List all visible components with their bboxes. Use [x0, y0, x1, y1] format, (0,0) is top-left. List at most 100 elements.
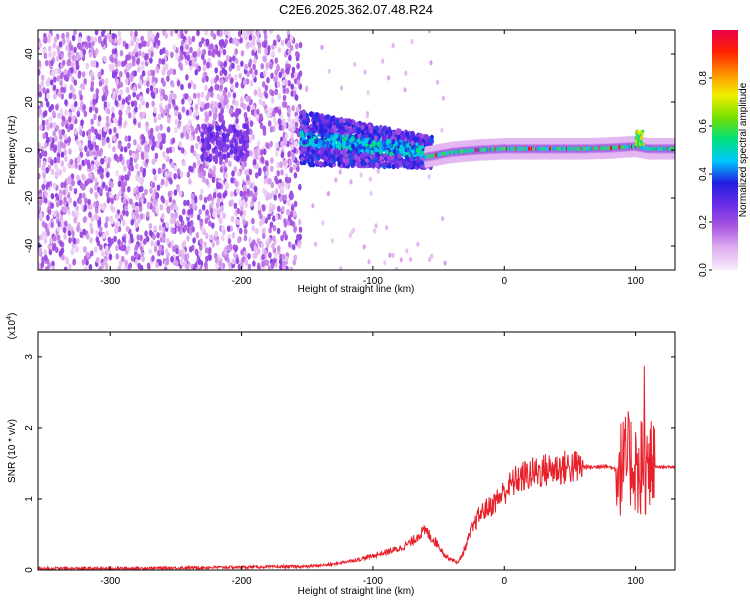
spectrogram-cell	[397, 128, 402, 134]
spectrogram-cell	[418, 140, 423, 146]
spectrogram-cell	[250, 30, 254, 34]
spectrogram-cell	[268, 207, 273, 214]
spectrogram-cell	[146, 40, 150, 48]
spectrogram-cell	[90, 215, 95, 223]
spectrogram-cell	[94, 159, 99, 166]
spectrogram-cell	[180, 147, 185, 154]
spectrogram-cell	[259, 72, 264, 79]
spectrogram-cell	[116, 220, 121, 227]
spectrogram-cell	[137, 176, 142, 183]
spectrogram-cell	[59, 215, 64, 222]
spectrogram-cell	[94, 107, 99, 114]
spectrogram-cell	[257, 47, 262, 54]
spectrogram-cell	[258, 167, 262, 174]
spectrogram-cell	[41, 184, 46, 191]
spectrogram-cell	[211, 222, 215, 229]
spectrogram-cell	[302, 146, 307, 152]
spectrogram-cell	[358, 144, 363, 150]
spectrogram-cell	[119, 71, 123, 78]
spectrogram-cell	[218, 116, 223, 123]
spectrogram-cell	[92, 136, 97, 143]
spectrogram-cell	[87, 35, 91, 42]
spectrogram-cell	[73, 46, 77, 53]
spectrogram-cell	[129, 198, 133, 205]
spectrogram-cell	[323, 154, 328, 160]
spectrogram-cell	[298, 83, 303, 90]
spectrogram-cell	[103, 258, 107, 265]
spectrogram-cell	[257, 87, 262, 94]
spectrogram-cell	[192, 265, 197, 270]
spectrogram-cell	[73, 188, 78, 195]
spectrogram-cell	[252, 260, 256, 267]
spectrogram-cell	[89, 143, 94, 150]
spectrogram-cell	[273, 39, 277, 46]
spectrogram-cell	[214, 157, 218, 165]
spectrogram-cell	[115, 78, 119, 86]
spectrogram-cell	[179, 45, 184, 52]
spectrogram-cell	[151, 181, 156, 189]
spectrogram-cell	[304, 155, 309, 161]
spectrogram-cell	[310, 141, 315, 148]
spectrogram-cell	[84, 266, 88, 270]
spectrogram-cell	[319, 113, 324, 119]
spectrogram-cell	[259, 149, 264, 156]
spectrogram-cell	[296, 62, 300, 70]
spectrogram-cell	[204, 261, 208, 268]
spectrogram-cell	[337, 123, 342, 129]
spectrogram-cell	[152, 233, 156, 241]
spectrogram-cell	[243, 111, 248, 119]
spectrogram-cell	[130, 255, 135, 262]
spectrogram-cell	[314, 241, 318, 247]
spectrogram-cell	[45, 167, 49, 174]
spectrogram-cell	[290, 143, 295, 151]
spectrogram-cell	[249, 128, 253, 136]
spectrogram-cell	[142, 167, 147, 175]
spectrogram-cell	[204, 217, 209, 224]
spectrogram-cell	[370, 149, 375, 155]
spectrogram-cell	[208, 246, 212, 254]
spectrogram-cell	[148, 139, 153, 146]
spectrogram-cell	[125, 210, 129, 217]
spectrogram-cell	[205, 38, 210, 45]
spectrogram-cell	[237, 236, 241, 244]
spectrogram-cell	[90, 118, 94, 125]
spectrogram-cell	[80, 83, 84, 90]
spectrogram-cell	[256, 30, 260, 37]
spectrogram-cell	[215, 262, 219, 269]
spectrogram-cell	[270, 72, 274, 80]
spectrogram-cell	[118, 190, 122, 197]
spectrogram-cell	[62, 189, 67, 196]
spectrogram-cell	[363, 151, 368, 157]
spectrogram-cell	[242, 130, 247, 137]
spectrogram-cell	[268, 252, 272, 259]
spectrogram-cell	[165, 108, 170, 115]
spectrogram-cell	[174, 109, 178, 117]
spectrogram-cell	[95, 200, 100, 207]
spectrogram-cell	[254, 227, 259, 235]
spectrogram-cell	[289, 194, 293, 201]
spectrogram-cell	[114, 57, 118, 64]
spectrogram-cell	[341, 149, 346, 155]
spectrogram-cell	[208, 220, 212, 227]
spectrogram-cell	[99, 226, 103, 233]
spectrogram-cell	[283, 194, 288, 201]
spectrogram-cell	[218, 39, 223, 47]
spectrogram-cell	[282, 160, 287, 167]
spectrogram-cell	[59, 199, 63, 206]
spectrogram-cell	[230, 177, 234, 184]
spectrogram-cell	[52, 42, 56, 49]
spectrogram-cell	[280, 169, 284, 176]
spectrogram-cell	[251, 40, 256, 47]
spectrogram-cell	[266, 241, 270, 249]
spectrogram-cell	[146, 80, 150, 87]
spectrogram-cell	[117, 225, 122, 233]
spectrogram-cell	[102, 232, 106, 240]
spectrogram-cell	[94, 184, 98, 191]
spectrogram-cell	[57, 220, 61, 227]
spectrogram-cell	[256, 148, 261, 155]
spectrogram-cell	[349, 179, 353, 185]
spectrogram-cell	[68, 263, 72, 270]
spectrogram-cell	[399, 144, 404, 150]
spectrogram-cell	[119, 214, 124, 221]
spectrogram-cell	[198, 208, 202, 215]
